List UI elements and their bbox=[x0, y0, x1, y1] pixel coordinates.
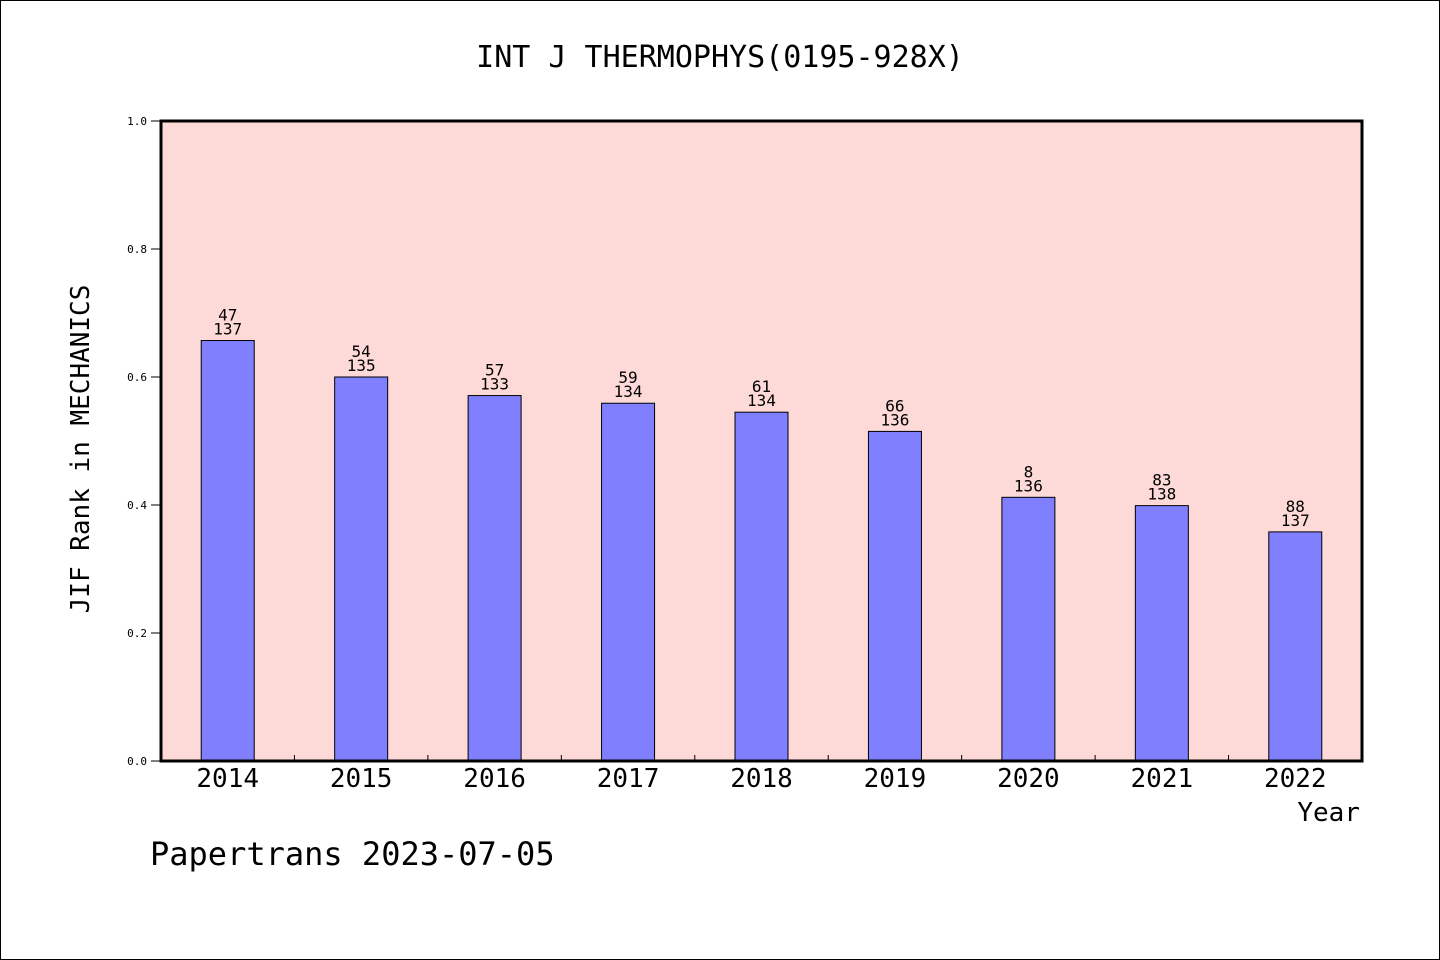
bar-rank-label: 66 bbox=[885, 396, 904, 415]
bar-rank-label: 59 bbox=[618, 368, 637, 387]
bar-total-label: 137 bbox=[1281, 511, 1310, 530]
x-tick-label: 2018 bbox=[730, 764, 793, 794]
plot-area-border bbox=[159, 119, 1364, 763]
bar-rank-label: 57 bbox=[485, 361, 504, 380]
bar-total-label: 138 bbox=[1147, 485, 1176, 504]
bar-2017 bbox=[601, 402, 656, 762]
bar-2018 bbox=[734, 411, 789, 762]
y-tick-label: 0.8 bbox=[127, 243, 147, 256]
bar-total-label: 133 bbox=[480, 375, 509, 394]
bar-2022 bbox=[1268, 531, 1323, 762]
bar-total-label: 136 bbox=[1014, 476, 1043, 495]
bar-rank-label: 47 bbox=[218, 306, 237, 325]
y-axis-label: JIF Rank in MECHANICS bbox=[66, 285, 96, 614]
x-tick-label: 2020 bbox=[997, 764, 1060, 794]
chart-title: INT J THERMOPHYS(0195-928X) bbox=[476, 40, 964, 75]
y-axis: 0.0 0.2 0.4 0.6 0.8 1.0 bbox=[127, 115, 161, 768]
bar-2014 bbox=[200, 340, 255, 762]
bar-2019 bbox=[867, 430, 922, 762]
y-tick-label: 0.0 bbox=[127, 755, 147, 768]
x-axis-label: Year bbox=[1297, 798, 1360, 828]
x-tick-label: 2016 bbox=[463, 764, 526, 794]
bar-total-label: 137 bbox=[213, 320, 242, 339]
x-tick-label: 2019 bbox=[864, 764, 927, 794]
bar-series bbox=[200, 340, 1323, 762]
x-tick-label: 2021 bbox=[1131, 764, 1194, 794]
x-tick-label: 2022 bbox=[1264, 764, 1327, 794]
bar-total-label: 135 bbox=[347, 356, 376, 375]
bar-2015 bbox=[334, 376, 389, 762]
bar-total-label: 134 bbox=[747, 391, 776, 410]
x-tick-label: 2014 bbox=[196, 764, 259, 794]
y-tick-label: 0.2 bbox=[127, 627, 147, 640]
bar-rank-label: 83 bbox=[1152, 471, 1171, 490]
y-tick-label: 1.0 bbox=[127, 115, 147, 128]
watermark-text: Papertrans 2023-07-05 bbox=[150, 835, 555, 873]
bar-rank-label: 8 bbox=[1024, 462, 1034, 481]
bar-2021 bbox=[1134, 505, 1189, 762]
bar-2020 bbox=[1001, 496, 1056, 762]
x-tick-label: 2017 bbox=[597, 764, 660, 794]
bar-total-label: 136 bbox=[880, 410, 909, 429]
bar-rank-label: 54 bbox=[352, 342, 371, 361]
y-tick-label: 0.6 bbox=[127, 371, 147, 384]
bar-2016 bbox=[467, 395, 522, 762]
bar-rank-label: 61 bbox=[752, 377, 771, 396]
y-tick-label: 0.4 bbox=[127, 499, 147, 512]
x-tick-label: 2015 bbox=[330, 764, 393, 794]
bar-total-label: 134 bbox=[614, 382, 643, 401]
x-axis: 2014 2015 2016 2017 2018 2019 2020 2021 2022 bbox=[196, 755, 1327, 794]
bar-rank-label: 88 bbox=[1286, 497, 1305, 516]
